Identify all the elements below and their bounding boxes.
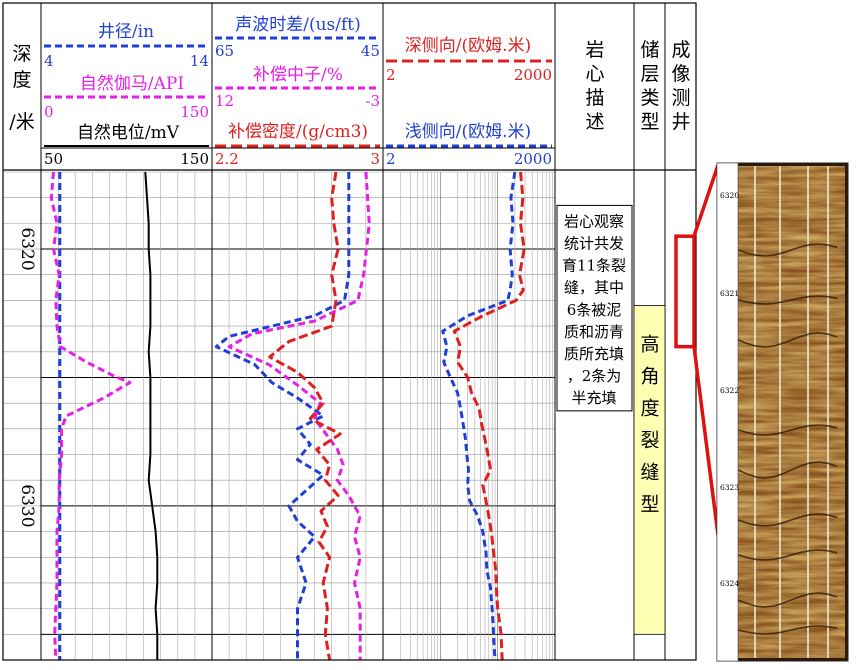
core-description-line: 岩心观察 — [564, 212, 624, 230]
core-header-char: 描 — [585, 87, 604, 109]
reservoir-type-char: 缝 — [640, 462, 659, 484]
gamma-min: 0 — [44, 103, 54, 121]
fmi-fracture-trace — [737, 295, 838, 305]
reservoir-type-char: 高 — [640, 334, 659, 356]
core-description-line: 质所充填 — [564, 345, 624, 363]
reservoir-type-text: 高 角 度 裂 缝 型 — [640, 334, 659, 516]
track1-header: 井径/in 4 14 自然伽马/API 0 150 自然电位/mV 50 150 — [44, 22, 209, 168]
deep-lat-min: 2 — [386, 66, 396, 84]
imaging-header-char: 像 — [671, 63, 690, 85]
deep-lat-curve — [452, 171, 526, 661]
sp-curve — [144, 171, 159, 660]
fmi-depth-label: 6320 — [720, 191, 739, 200]
reservoir-header-char: 层 — [640, 63, 659, 85]
reservoir-type-char: 度 — [640, 398, 659, 420]
sonic-min: 65 — [215, 42, 234, 60]
fmi-fracture-trace — [737, 243, 838, 257]
track3-header: 深侧向/(欧姆.米) 2 2000 浅侧向/(欧姆.米) 2 2000 — [386, 36, 552, 168]
fmi-depth-label: 6322 — [720, 386, 739, 395]
sonic-max: 45 — [361, 42, 380, 60]
neutron-min: 12 — [215, 92, 234, 110]
neutron-max: -3 — [365, 92, 380, 110]
sonic-curve — [214, 172, 351, 660]
reservoir-header: 储 层 类 型 — [640, 39, 659, 133]
fmi-depth-labels: 6320 6321 6322 6323 6324 — [720, 191, 739, 588]
imaging-header-char: 测 — [671, 87, 690, 109]
reservoir-header-char: 类 — [640, 87, 659, 109]
core-description-line: ，2条为 — [567, 367, 622, 385]
image-connector-top — [692, 164, 720, 237]
core-description-line: 6条被泥 — [567, 301, 622, 319]
density-label: 补偿密度/(g/cm3) — [228, 122, 368, 142]
shallow-lat-max: 2000 — [514, 150, 552, 168]
reservoir-type-char: 角 — [640, 366, 659, 388]
fmi-depth-ruler — [716, 162, 739, 662]
depth-header-char: 深 — [12, 43, 31, 65]
track2-header: 声波时差/(us/ft) 65 45 补偿中子/% 12 -3 补偿密度/(g/… — [215, 15, 380, 168]
core-description-box — [556, 204, 633, 412]
caliper-label: 井径/in — [98, 22, 154, 42]
fmi-fracture-trace — [737, 625, 838, 635]
fmi-fracture-trace — [737, 461, 838, 479]
deep-lat-label: 深侧向/(欧姆.米) — [405, 36, 531, 56]
depth-header: 深 度 /米 — [9, 43, 34, 133]
reservoir-type-box — [633, 305, 666, 635]
core-header: 岩 心 描 述 — [585, 39, 604, 133]
depth-header-char: /米 — [9, 111, 34, 133]
sonic-label: 声波时差/(us/ft) — [235, 15, 361, 35]
chart-frame — [2, 2, 697, 661]
depth-label-6320: 6320 — [17, 227, 37, 270]
imaging-header-char: 成 — [671, 39, 690, 61]
gamma-label: 自然伽马/API — [80, 74, 184, 94]
depth-header-char: 度 — [12, 69, 31, 91]
imaging-header-char: 井 — [671, 111, 690, 133]
density-curve — [268, 171, 342, 661]
shallow-lat-curve — [441, 171, 517, 661]
core-description-line: 质和沥青 — [564, 323, 624, 341]
shallow-lat-label: 浅侧向/(欧姆.米) — [405, 122, 531, 142]
caliper-min: 4 — [44, 52, 54, 70]
fmi-fracture-trace — [737, 424, 838, 436]
shallow-lat-min: 2 — [386, 150, 396, 168]
fmi-depth-label: 6323 — [720, 483, 739, 492]
deep-lat-max: 2000 — [514, 66, 552, 84]
fmi-fracture-trace — [737, 513, 838, 527]
density-min: 2.2 — [215, 150, 239, 168]
neutron-label: 补偿中子/% — [253, 65, 343, 85]
fmi-depth-label: 6324 — [720, 579, 739, 588]
reservoir-type-char: 型 — [640, 494, 659, 516]
image-connector-bottom — [692, 346, 720, 536]
reservoir-header-char: 型 — [640, 111, 659, 133]
neutron-curve — [227, 171, 371, 660]
gamma-curve — [49, 171, 132, 661]
core-header-char: 心 — [585, 63, 604, 85]
fmi-fracture-trace — [737, 332, 838, 348]
image-interval-marker — [674, 234, 696, 349]
core-description-line: 缝，其中 — [564, 279, 624, 297]
fmi-image: 6320 6321 6322 6323 6324 — [716, 162, 849, 662]
sp-min: 50 — [44, 150, 63, 168]
fmi-fracture-trace — [737, 592, 838, 608]
core-header-char: 岩 — [585, 39, 604, 61]
reservoir-header-char: 储 — [640, 39, 659, 61]
fmi-fracture-trace — [737, 549, 838, 561]
fmi-bands — [737, 166, 838, 658]
depth-label-6330: 6330 — [17, 484, 37, 527]
caliper-max: 14 — [190, 52, 209, 70]
curve-layer — [49, 171, 526, 661]
core-description-line: 育11条裂 — [562, 257, 626, 275]
sp-label: 自然电位/mV — [77, 123, 180, 143]
core-header-char: 述 — [585, 111, 604, 133]
density-max: 3 — [370, 150, 380, 168]
gamma-max: 150 — [180, 103, 209, 121]
grid-layer — [3, 171, 555, 661]
reservoir-type-char: 裂 — [640, 430, 659, 452]
core-description-text: 岩心观察 统计共发 育11条裂 缝，其中 6条被泥 质和沥青 质所充填 ，2条为… — [562, 212, 626, 407]
core-description-line: 半充填 — [571, 389, 616, 407]
fmi-depth-label: 6321 — [720, 289, 739, 298]
core-description-line: 统计共发 — [564, 234, 624, 252]
imaging-header: 成 像 测 井 — [671, 39, 690, 133]
sp-max: 150 — [180, 150, 209, 168]
